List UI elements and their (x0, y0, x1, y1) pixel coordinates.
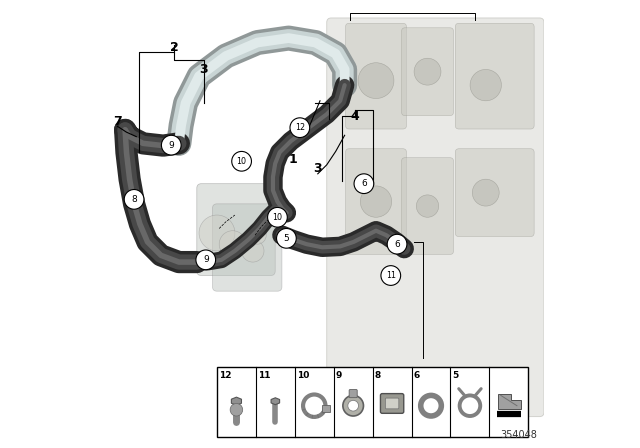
Circle shape (232, 151, 252, 171)
Circle shape (472, 179, 499, 206)
Polygon shape (271, 398, 280, 405)
Text: 10: 10 (273, 213, 282, 222)
Text: 5: 5 (284, 234, 289, 243)
FancyBboxPatch shape (323, 405, 330, 412)
Circle shape (248, 226, 266, 244)
Circle shape (470, 69, 502, 101)
Text: 8: 8 (131, 195, 137, 204)
Text: 1: 1 (289, 152, 298, 166)
FancyBboxPatch shape (212, 204, 282, 291)
Circle shape (276, 228, 296, 248)
Text: 10: 10 (296, 371, 309, 380)
FancyBboxPatch shape (346, 149, 406, 254)
Text: 2: 2 (170, 40, 179, 54)
Text: 12: 12 (295, 123, 305, 132)
Text: 12: 12 (219, 371, 231, 380)
Text: 9: 9 (203, 255, 209, 264)
Text: 6: 6 (413, 371, 420, 380)
FancyBboxPatch shape (380, 394, 404, 414)
FancyBboxPatch shape (455, 23, 534, 129)
FancyBboxPatch shape (401, 28, 454, 116)
Text: 6: 6 (361, 179, 367, 188)
Circle shape (343, 396, 364, 416)
Circle shape (360, 186, 392, 217)
Text: 11: 11 (258, 371, 270, 380)
Text: 8: 8 (374, 371, 381, 380)
FancyBboxPatch shape (217, 367, 529, 437)
Text: 4: 4 (351, 110, 359, 123)
Polygon shape (498, 394, 520, 409)
FancyBboxPatch shape (197, 184, 275, 276)
Text: 6: 6 (394, 240, 400, 249)
Circle shape (348, 401, 358, 411)
Circle shape (381, 266, 401, 285)
Circle shape (417, 195, 439, 217)
Circle shape (124, 190, 144, 209)
Circle shape (199, 215, 235, 251)
Text: 5: 5 (452, 371, 458, 380)
Circle shape (161, 135, 181, 155)
Circle shape (196, 250, 216, 270)
Circle shape (387, 234, 407, 254)
Text: 9: 9 (168, 141, 174, 150)
Circle shape (242, 240, 264, 262)
Text: 11: 11 (386, 271, 396, 280)
Circle shape (230, 404, 243, 416)
Text: 10: 10 (237, 157, 246, 166)
Circle shape (219, 231, 246, 258)
Circle shape (414, 58, 441, 85)
FancyBboxPatch shape (327, 18, 544, 417)
FancyBboxPatch shape (349, 390, 357, 398)
Circle shape (290, 118, 310, 138)
FancyBboxPatch shape (455, 149, 534, 237)
Text: 9: 9 (335, 371, 342, 380)
Circle shape (268, 207, 287, 227)
Circle shape (354, 174, 374, 194)
Text: 354048: 354048 (500, 430, 538, 440)
FancyBboxPatch shape (401, 158, 454, 254)
Text: 7: 7 (113, 115, 122, 129)
Circle shape (358, 63, 394, 99)
FancyBboxPatch shape (385, 398, 399, 409)
FancyBboxPatch shape (346, 23, 406, 129)
Polygon shape (232, 397, 241, 405)
Text: 3: 3 (314, 161, 322, 175)
Text: 3: 3 (199, 63, 208, 76)
